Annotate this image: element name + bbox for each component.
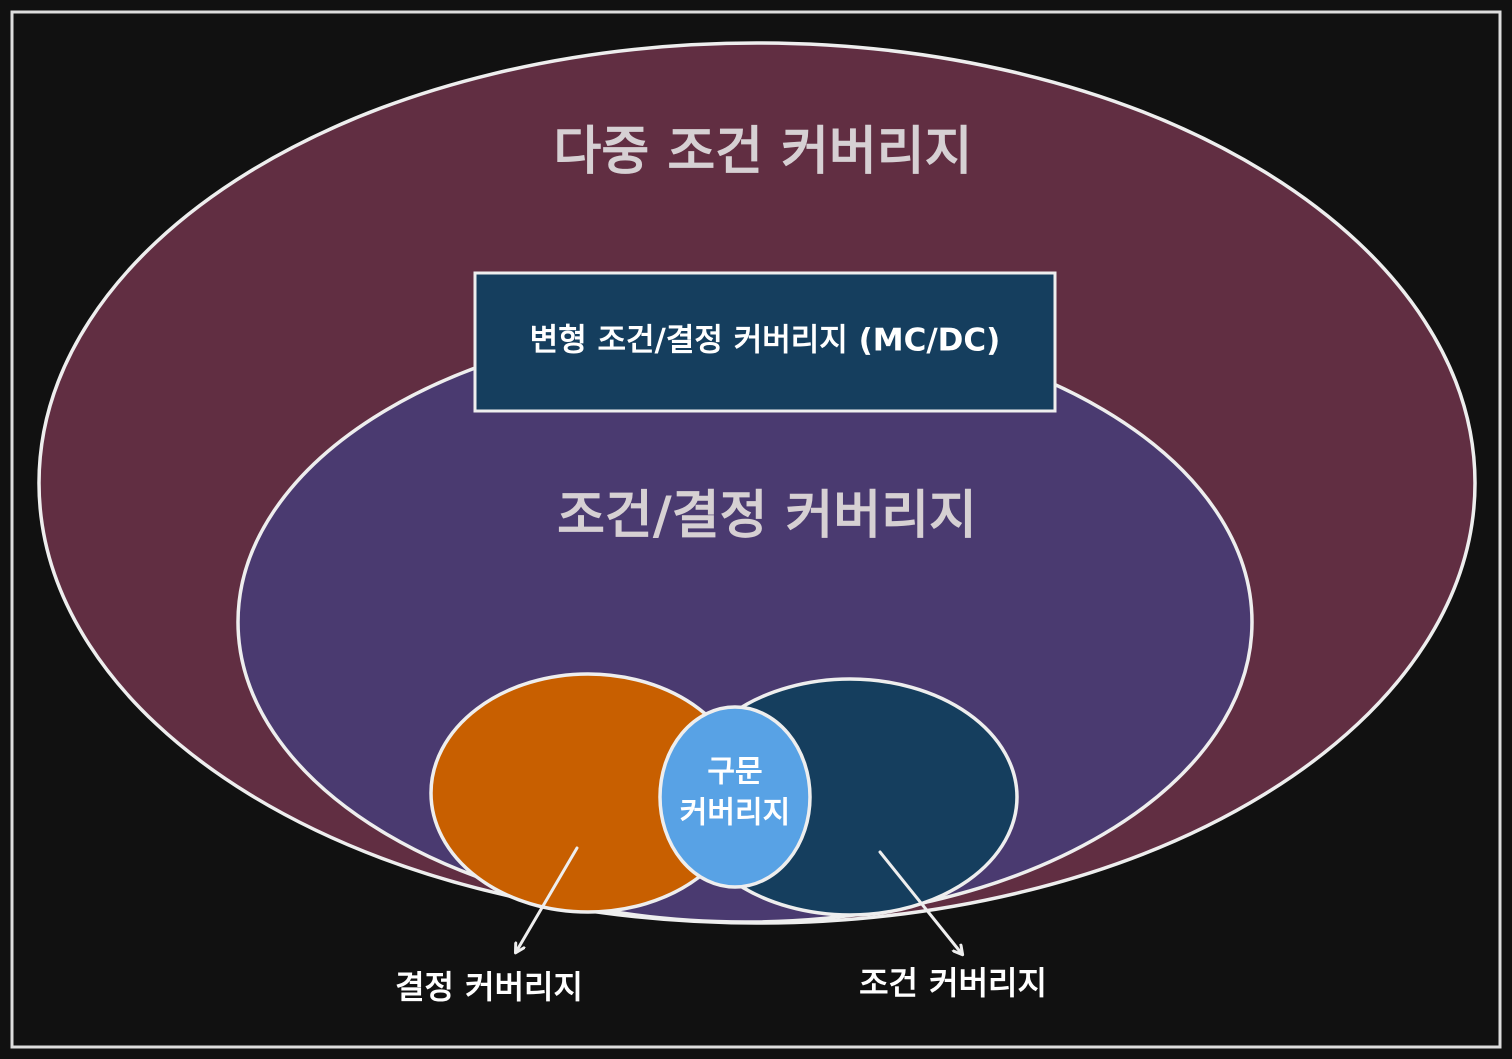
decision-coverage-label: 결정 커버리지 xyxy=(395,968,583,1006)
statement-coverage-label-line2: 커버리지 xyxy=(680,796,790,831)
mcdc-coverage-label: 변형 조건/결정 커버리지 (MC/DC) xyxy=(530,323,1001,359)
diagram-frame xyxy=(10,10,1502,1049)
multiple-condition-coverage-label: 다중 조건 커버리지 xyxy=(554,122,973,182)
statement-coverage-label-line1: 구문 xyxy=(707,755,762,790)
mcdc-coverage-box xyxy=(473,271,1057,413)
condition-coverage-label: 조건 커버리지 xyxy=(859,964,1047,1002)
decision-coverage-arrow xyxy=(516,846,579,952)
condition-decision-coverage-label: 조건/결정 커버리지 xyxy=(557,486,977,546)
condition-coverage-arrow xyxy=(878,850,962,954)
statement-coverage-ellipse xyxy=(658,705,812,889)
